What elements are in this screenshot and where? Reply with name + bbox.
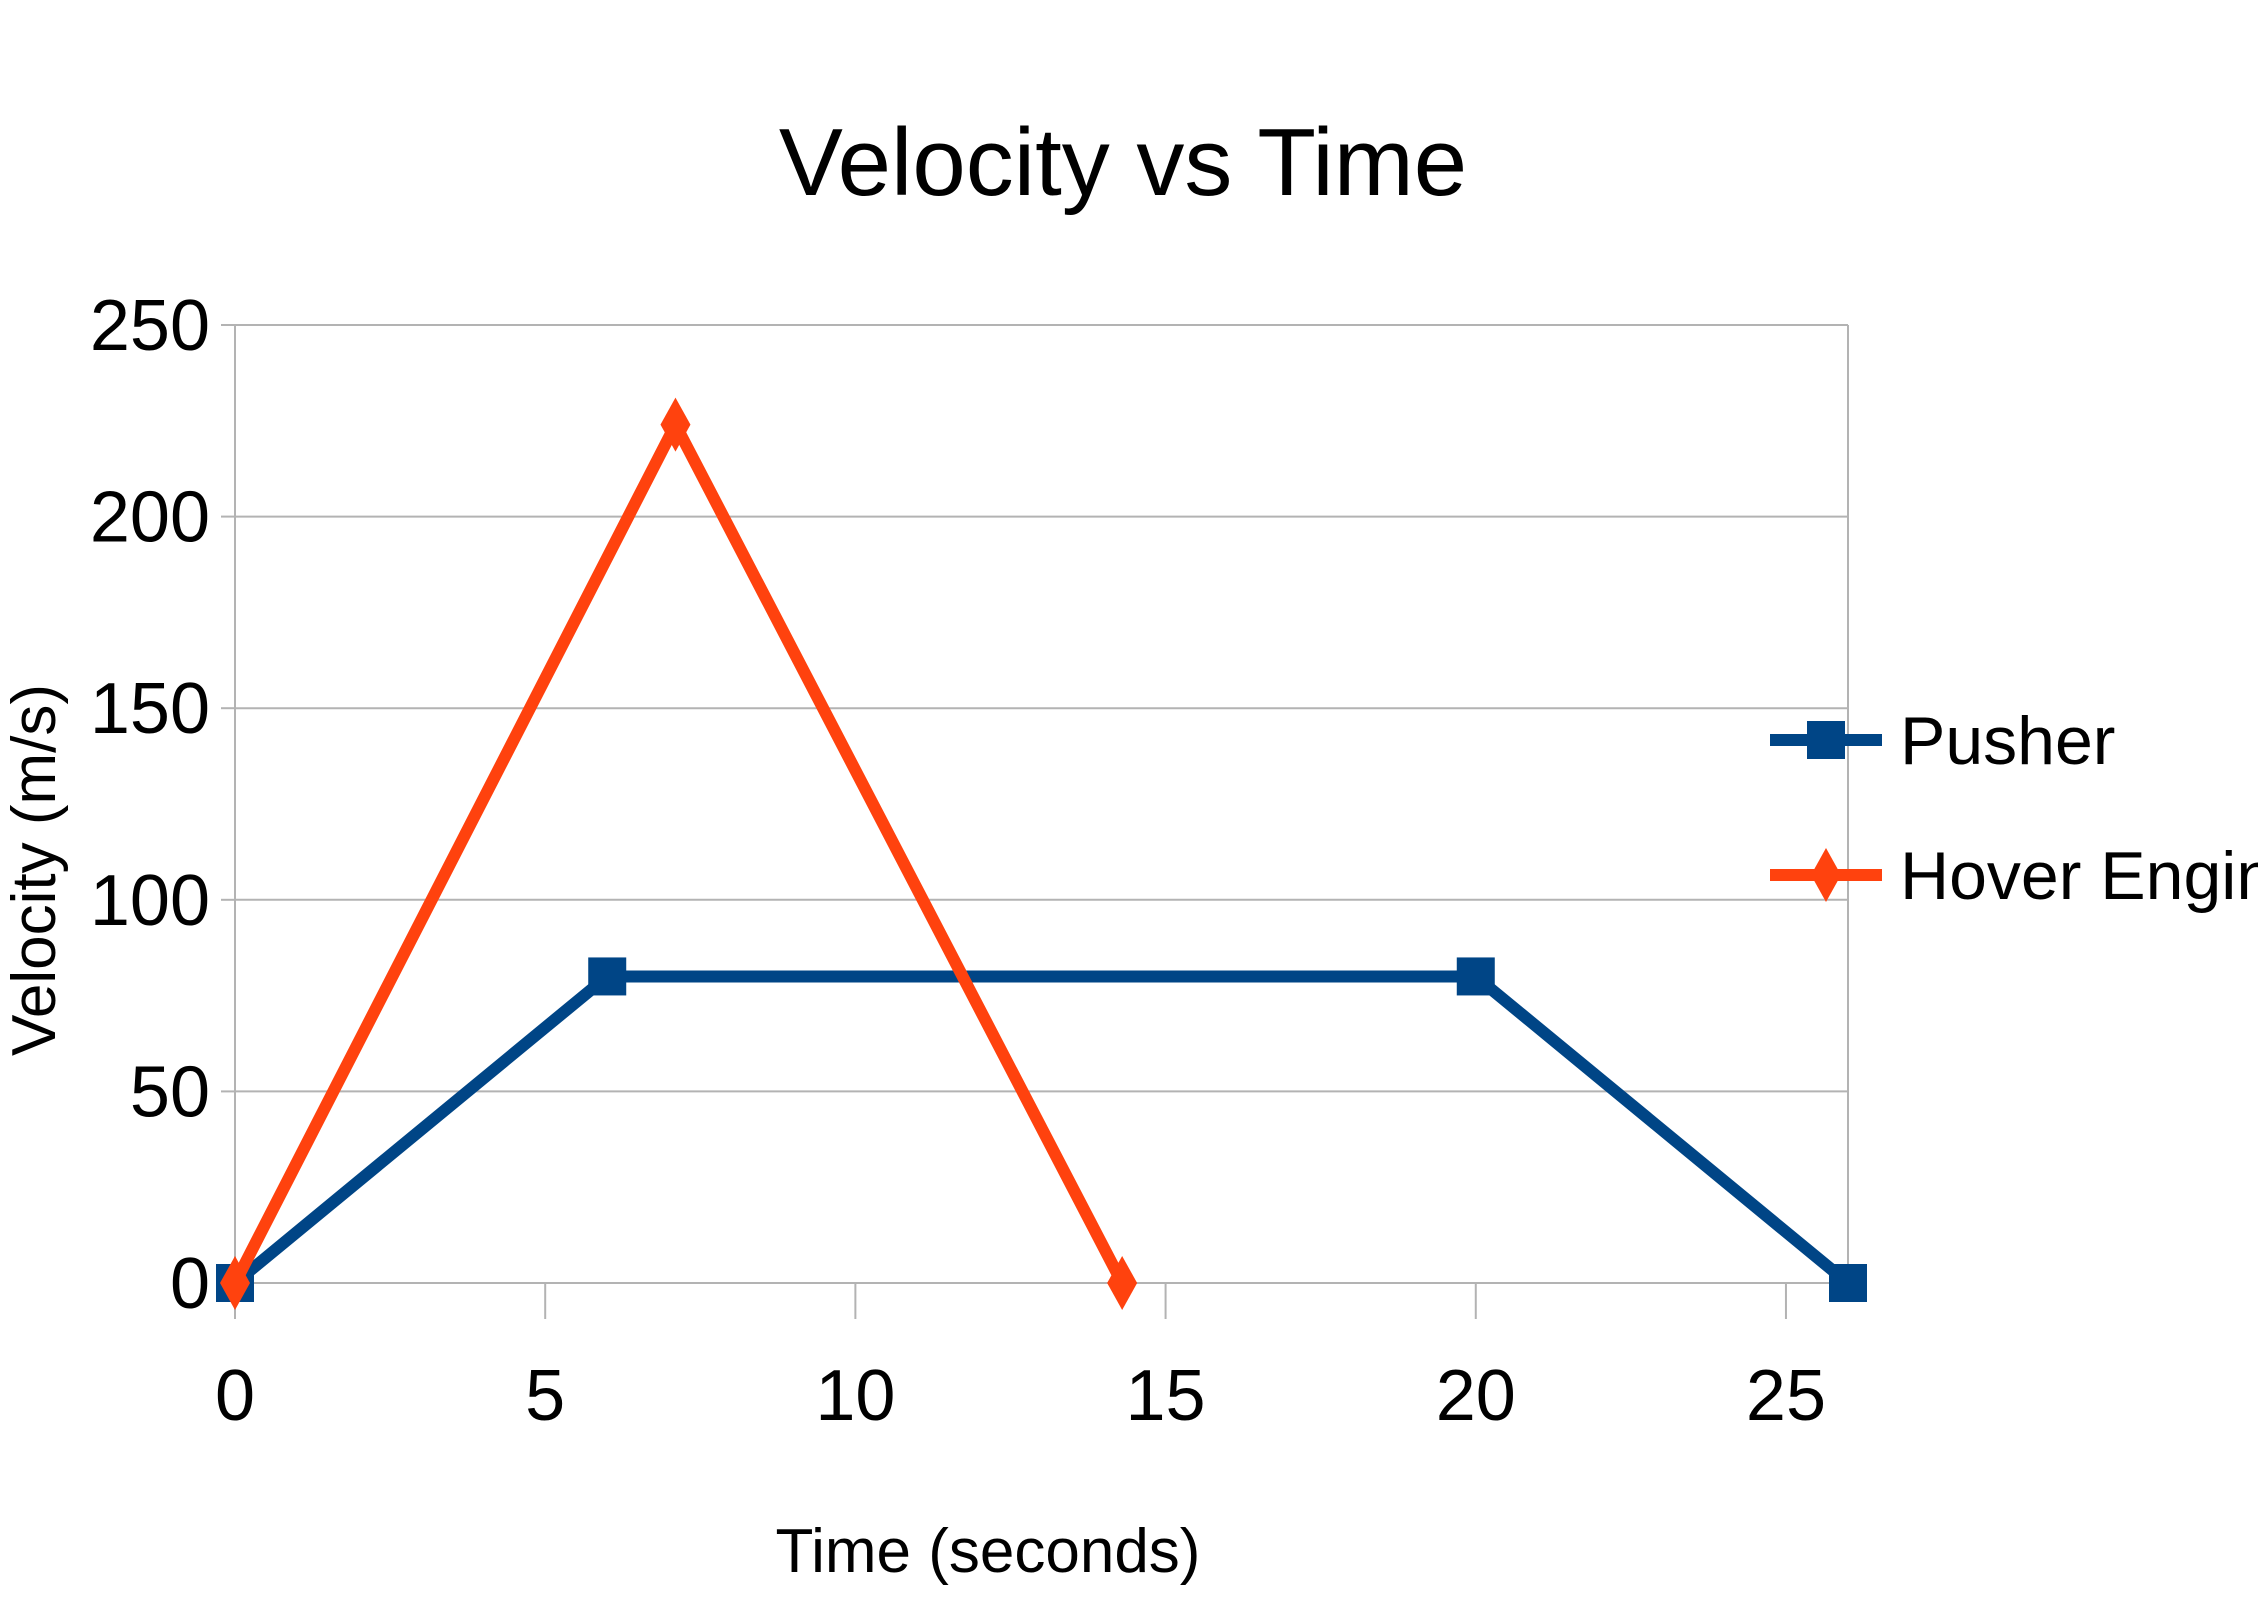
x-tick-label: 10 (815, 1356, 895, 1436)
y-tick-label: 0 (170, 1244, 210, 1324)
legend-item: Pusher (1770, 703, 2115, 779)
x-tick-label: 15 (1126, 1356, 1206, 1436)
data-point (588, 957, 627, 996)
chart-title: Velocity vs Time (779, 109, 1467, 216)
legend-swatch-marker (1811, 848, 1841, 902)
series (216, 397, 1867, 1310)
y-tick-label: 100 (90, 861, 210, 941)
x-tick-label: 0 (215, 1356, 255, 1436)
y-axis-title: Velocity (m/s) (0, 684, 69, 1056)
x-tick-label: 25 (1746, 1356, 1826, 1436)
legend-item: Hover Engines (1770, 838, 2258, 914)
series-line (231, 970, 1852, 1288)
y-tick-label: 250 (90, 286, 210, 366)
legend-label: Pusher (1900, 703, 2115, 779)
data-point (1456, 957, 1495, 996)
y-tick-label: 200 (90, 478, 210, 558)
axes (221, 325, 1848, 1297)
y-tick-label: 150 (90, 669, 210, 749)
series-hover-engines (220, 397, 1138, 1310)
x-axis-title: Time (seconds) (776, 1517, 1201, 1586)
x-tick-label: 5 (525, 1356, 565, 1436)
grid (235, 324, 1849, 1283)
data-point (1829, 1264, 1867, 1302)
data-point (1107, 1256, 1138, 1310)
x-tick-label: 20 (1436, 1356, 1516, 1436)
data-point (660, 397, 691, 452)
y-axis-ticks: 0 50 100 150 200 250 (90, 286, 235, 1324)
legend-label: Hover Engines (1900, 838, 2258, 914)
y-tick-label: 50 (130, 1052, 210, 1132)
legend-swatch-marker (1807, 721, 1845, 759)
x-axis-ticks: 0 5 10 15 20 25 (215, 1283, 1826, 1436)
legend: Pusher Hover Engines (1770, 703, 2258, 914)
data-point (220, 1256, 250, 1310)
series-line (229, 411, 1128, 1286)
